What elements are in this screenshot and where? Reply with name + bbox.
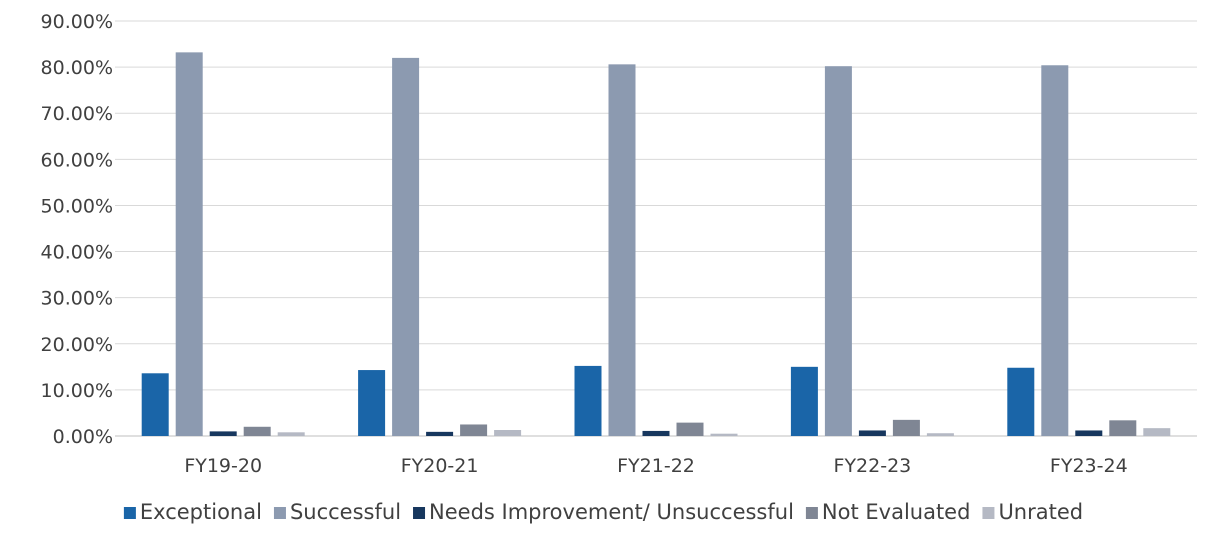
y-tick-label: 0.00% [53,426,113,448]
y-tick-label: 90.00% [41,11,113,33]
x-tick-label: FY19-20 [184,455,262,477]
legend-swatch [123,507,136,519]
bar-needs-improvement-unsuccessful-fy21-22 [642,430,670,436]
bar-successful-fy23-24 [1041,65,1069,437]
legend-label: Successful [290,500,401,524]
legend-swatch [413,507,426,519]
legend-label: Unrated [998,500,1083,524]
bars [141,52,1171,437]
gridlines [115,20,1197,437]
y-tick-label: 60.00% [41,149,113,171]
bar-group-fy20-21 [358,57,522,437]
y-tick-label: 30.00% [41,288,113,310]
legend-label: Needs Improvement/ Unsuccessful [429,500,794,524]
x-axis-tick-labels: FY19-20 FY20-21 FY21-22 FY22-23 FY23-24 [184,455,1127,477]
legend-swatch [982,507,995,519]
bar-needs-improvement-unsuccessful-fy19-20 [209,431,237,436]
legend-swatch [273,507,286,519]
y-tick-label: 80.00% [41,57,113,79]
legend-item: Needs Improvement/ Unsuccessful [413,500,794,524]
bar-unrated-fy20-21 [494,430,522,436]
x-tick-label: FY23-24 [1050,455,1128,477]
x-tick-label: FY20-21 [401,455,479,477]
legend: Exceptional Successful Needs Improvement/ … [123,500,1083,524]
bar-successful-fy21-22 [608,64,636,436]
bar-exceptional-fy21-22 [574,365,602,436]
bar-not-evaluated-fy22-23 [892,419,920,436]
y-tick-label: 20.00% [41,334,113,356]
bar-needs-improvement-unsuccessful-fy22-23 [858,430,886,436]
bar-unrated-fy21-22 [710,433,738,436]
y-tick-label: 10.00% [41,380,113,402]
bar-group-fy22-23 [790,66,954,436]
legend-item: Exceptional [123,500,262,524]
legend-item: Unrated [982,500,1083,524]
bar-exceptional-fy19-20 [141,373,169,436]
bar-unrated-fy23-24 [1143,428,1171,436]
bar-group-fy19-20 [141,52,305,436]
bar-group-fy23-24 [1007,65,1171,437]
bar-not-evaluated-fy20-21 [460,424,488,436]
legend-label: Exceptional [140,500,262,524]
bar-unrated-fy19-20 [277,432,305,436]
bar-exceptional-fy20-21 [358,370,386,436]
bar-not-evaluated-fy21-22 [676,422,704,436]
bar-not-evaluated-fy19-20 [243,426,271,436]
legend-label: Not Evaluated [822,500,971,524]
bar-unrated-fy22-23 [926,433,954,436]
legend-swatch [805,507,818,519]
bar-successful-fy19-20 [175,52,203,436]
x-tick-label: FY21-22 [617,455,695,477]
bar-group-fy21-22 [574,64,738,436]
y-tick-label: 50.00% [41,195,113,217]
bar-exceptional-fy23-24 [1007,367,1035,436]
y-tick-label: 40.00% [41,242,113,264]
y-tick-label: 70.00% [41,103,113,125]
y-axis-tick-labels: 0.00% 10.00% 20.00% 30.00% 40.00% 50.00% 60.00… [41,11,113,448]
bar-needs-improvement-unsuccessful-fy23-24 [1075,430,1103,436]
bar-not-evaluated-fy23-24 [1109,420,1137,436]
legend-item: Not Evaluated [805,500,971,524]
bar-successful-fy20-21 [392,57,420,437]
bar-needs-improvement-unsuccessful-fy20-21 [426,431,454,436]
x-tick-label: FY22-23 [834,455,912,477]
bar-successful-fy22-23 [824,66,852,436]
legend-item: Successful [273,500,401,524]
bar-exceptional-fy22-23 [790,366,818,436]
